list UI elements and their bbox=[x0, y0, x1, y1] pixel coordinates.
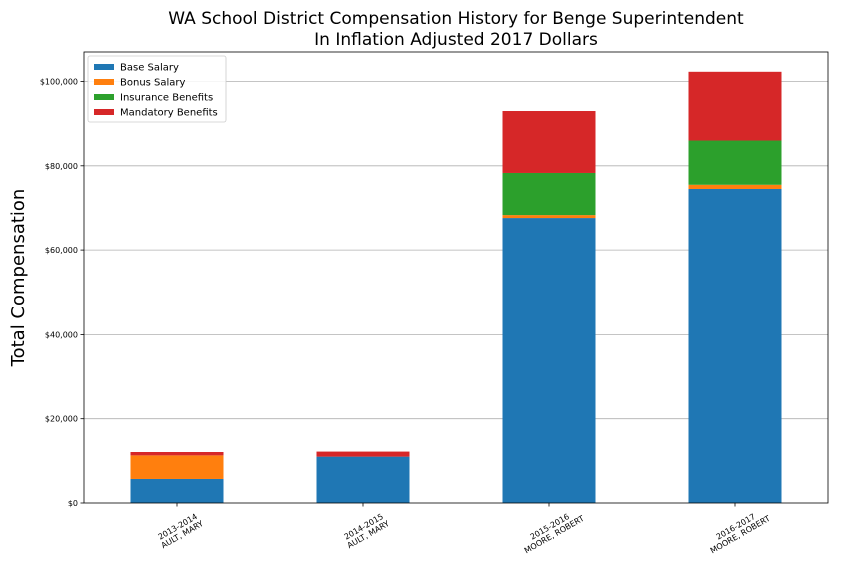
y-axis-label: Total Compensation bbox=[8, 189, 29, 368]
bar-mandatory-benefits-1 bbox=[316, 451, 410, 457]
bar-bonus-salary-3 bbox=[688, 184, 782, 189]
y-tick-label-1: $20,000 bbox=[45, 415, 78, 424]
bar-mandatory-benefits-0 bbox=[130, 451, 224, 456]
bar-bonus-salary-2 bbox=[502, 215, 596, 219]
plot-frame bbox=[83, 51, 829, 504]
bar-insurance-benefits-2 bbox=[502, 172, 596, 216]
y-tick-label-2: $40,000 bbox=[45, 330, 78, 339]
chart-subtitle: In Inflation Adjusted 2017 Dollars bbox=[314, 30, 598, 50]
legend-swatch-1 bbox=[94, 79, 114, 85]
legend bbox=[87, 55, 227, 123]
legend-swatch-0 bbox=[94, 64, 114, 70]
bar-mandatory-benefits-2 bbox=[502, 111, 596, 173]
legend-label-2: Insurance Benefits bbox=[120, 93, 213, 104]
legend-label-1: Bonus Salary bbox=[120, 78, 186, 89]
bar-base-salary-3 bbox=[688, 188, 782, 504]
bar-base-salary-2 bbox=[502, 218, 596, 503]
y-tick-label-5: $100,000 bbox=[40, 78, 78, 87]
bar-insurance-benefits-3 bbox=[688, 140, 782, 185]
chart-title: WA School District Compensation History … bbox=[168, 9, 744, 29]
bar-bonus-salary-0 bbox=[130, 455, 224, 479]
x-tick-label-0: 2013-2014AULT, MARY bbox=[155, 511, 205, 550]
legend-swatch-3 bbox=[94, 109, 114, 115]
x-tick-label-1: 2014-2015AULT, MARY bbox=[341, 511, 391, 550]
bar-base-salary-0 bbox=[130, 478, 224, 503]
legend-swatch-2 bbox=[94, 94, 114, 100]
legend-label-3: Mandatory Benefits bbox=[120, 108, 218, 119]
x-tick-label-2: 2015-2016MOORE, ROBERT bbox=[518, 506, 586, 555]
bar-base-salary-1 bbox=[316, 456, 410, 503]
y-tick-label-0: $0 bbox=[68, 499, 78, 508]
y-tick-label-4: $80,000 bbox=[45, 162, 78, 171]
bar-mandatory-benefits-3 bbox=[688, 71, 782, 141]
legend-label-0: Base Salary bbox=[120, 63, 179, 74]
x-tick-label-3: 2016-2017MOORE, ROBERT bbox=[704, 506, 772, 555]
y-tick-label-3: $60,000 bbox=[45, 246, 78, 255]
